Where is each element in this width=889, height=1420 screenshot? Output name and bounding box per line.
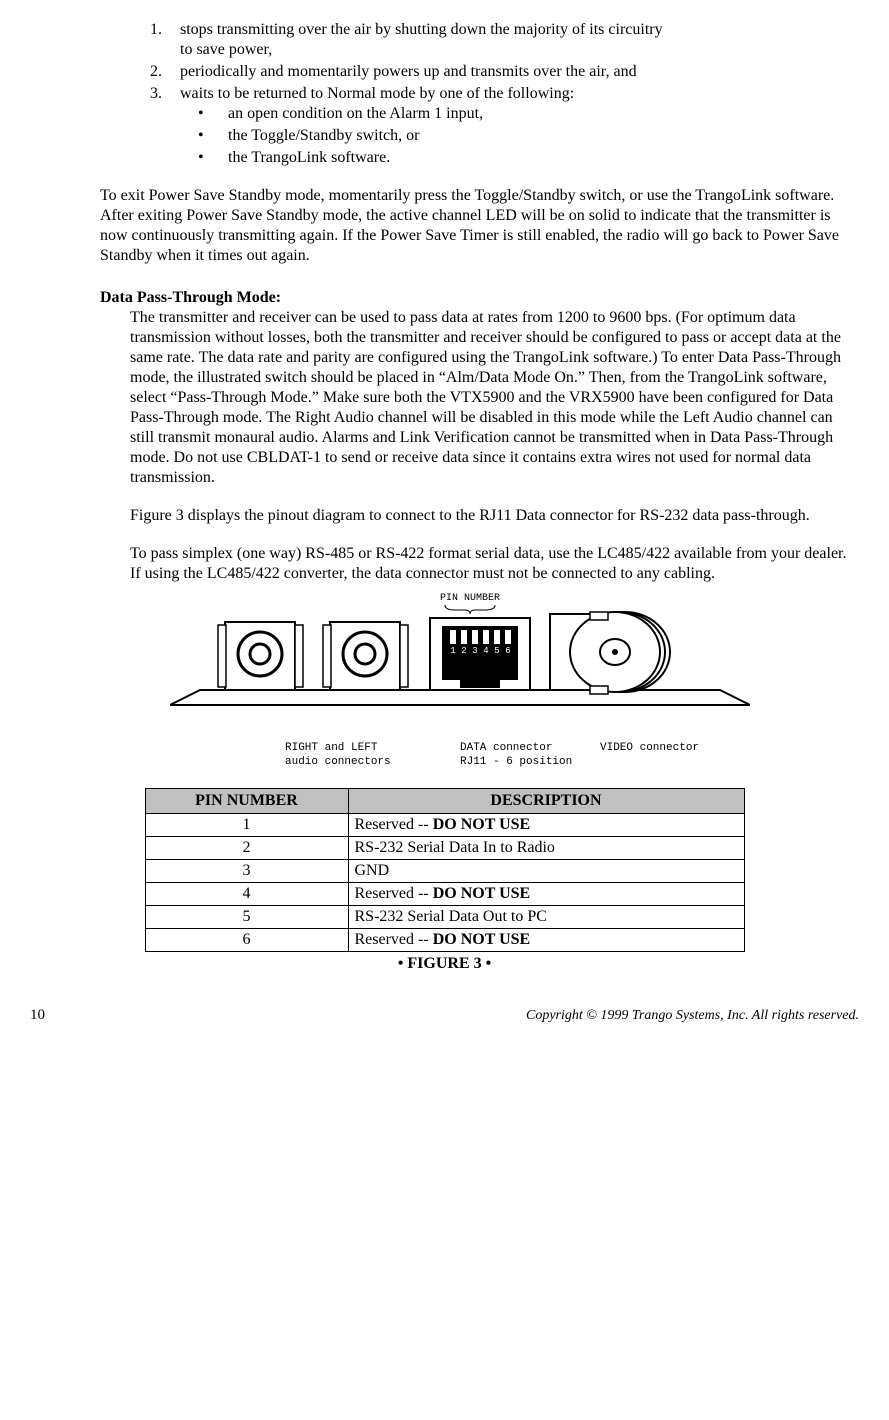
copyright: Copyright © 1999 Trango Systems, Inc. Al… xyxy=(526,1007,859,1025)
list-text: periodically and momentarily powers up a… xyxy=(180,63,637,80)
list-text: stops transmitting over the air by shutt… xyxy=(180,21,663,38)
list-number: 3. xyxy=(150,84,180,104)
svg-text:3: 3 xyxy=(472,646,477,656)
bullet-list: an open condition on the Alarm 1 input, … xyxy=(190,104,859,168)
caption-audio-line1: RIGHT and LEFT xyxy=(285,742,377,754)
caption-data-line2: RJ11 - 6 position xyxy=(460,756,572,768)
svg-text:2: 2 xyxy=(461,646,466,656)
table-row: 2RS-232 Serial Data In to Radio xyxy=(145,836,744,859)
table-header-desc: DESCRIPTION xyxy=(348,788,744,813)
svg-text:6: 6 xyxy=(505,646,510,656)
list-text: to save power, xyxy=(180,41,272,58)
table-row: 1Reserved -- DO NOT USE xyxy=(145,813,744,836)
video-connector xyxy=(550,612,670,694)
list-number: 1. xyxy=(150,20,180,40)
table-row: 6Reserved -- DO NOT USE xyxy=(145,928,744,951)
bullet-item: the TrangoLink software. xyxy=(190,148,859,168)
paragraph-figure3-ref: Figure 3 displays the pinout diagram to … xyxy=(130,506,859,526)
figure-caption: • FIGURE 3 • xyxy=(30,954,859,974)
list-text: waits to be returned to Normal mode by o… xyxy=(180,85,574,102)
svg-text:5: 5 xyxy=(494,646,499,656)
audio-connector-left xyxy=(323,622,408,690)
table-row: 5RS-232 Serial Data Out to PC xyxy=(145,905,744,928)
svg-text:4: 4 xyxy=(483,646,488,656)
table-header-pin: PIN NUMBER xyxy=(145,788,348,813)
heading-data-pass-through: Data Pass-Through Mode: xyxy=(100,288,859,308)
caption-audio-line2: audio connectors xyxy=(285,756,391,768)
list-item: 3.waits to be returned to Normal mode by… xyxy=(150,84,859,168)
bullet-item: the Toggle/Standby switch, or xyxy=(190,126,859,146)
table-row: 4Reserved -- DO NOT USE xyxy=(145,882,744,905)
table-row: 3GND xyxy=(145,859,744,882)
list-number: 2. xyxy=(150,62,180,82)
paragraph-data-pass-through: The transmitter and receiver can be used… xyxy=(130,308,859,488)
connector-svg: PIN NUMBER 1 2 3 4 5 6 xyxy=(170,590,750,730)
pin-table: PIN NUMBER DESCRIPTION 1Reserved -- DO N… xyxy=(145,788,745,952)
rj11-connector: 1 2 3 4 5 6 xyxy=(430,618,530,690)
numbered-list: 1.stops transmitting over the air by shu… xyxy=(150,20,859,168)
page-number: 10 xyxy=(30,1006,45,1025)
list-item: 2.periodically and momentarily powers up… xyxy=(150,62,859,82)
audio-connector-right xyxy=(218,622,303,690)
caption-video: VIDEO connector xyxy=(600,742,699,754)
svg-text:1: 1 xyxy=(450,646,455,656)
caption-data-line1: DATA connector xyxy=(460,742,552,754)
bullet-item: an open condition on the Alarm 1 input, xyxy=(190,104,859,124)
diagram-captions: RIGHT and LEFT audio connectors DATA con… xyxy=(170,742,859,770)
paragraph-rs485: To pass simplex (one way) RS-485 or RS-4… xyxy=(130,544,859,584)
list-item: 1.stops transmitting over the air by shu… xyxy=(150,20,859,60)
pin-number-label: PIN NUMBER xyxy=(440,593,500,604)
paragraph-exit-standby: To exit Power Save Standby mode, momenta… xyxy=(100,186,859,266)
connector-diagram: PIN NUMBER 1 2 3 4 5 6 xyxy=(170,590,859,770)
